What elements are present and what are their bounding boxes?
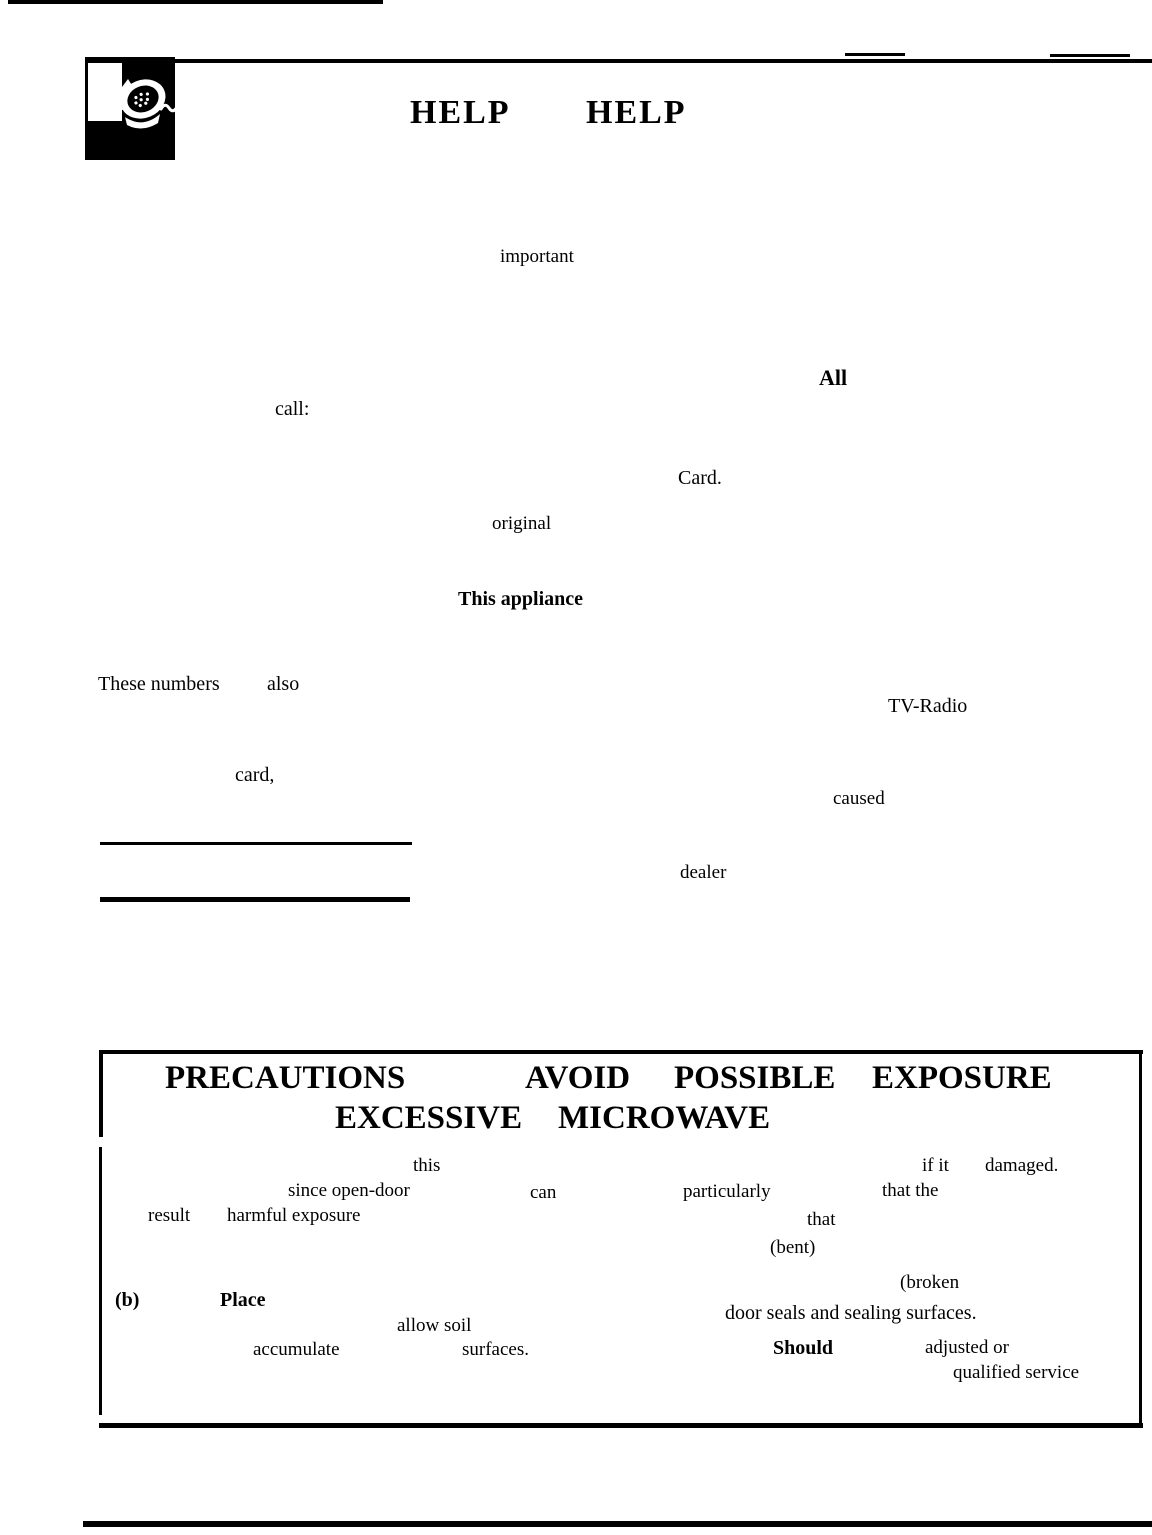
- text-fragment: accumulate: [253, 1339, 340, 1360]
- text-fragment: can: [530, 1182, 557, 1203]
- text-fragment: EXPOSURE: [872, 1060, 1052, 1096]
- text-fragment: EXCESSIVE: [335, 1100, 523, 1136]
- text-fragment: if it: [922, 1155, 949, 1176]
- text-fragment: Card.: [678, 467, 722, 489]
- bottom-page-rule: [83, 1521, 1152, 1527]
- text-fragment: qualified service: [953, 1362, 1080, 1383]
- text-fragment: MICROWAVE: [558, 1100, 771, 1136]
- precautions-box-top-border: [99, 1050, 1143, 1054]
- text-fragment: These numbers: [98, 673, 220, 695]
- page-title-help-1: HELP: [410, 94, 511, 131]
- text-fragment: TV-Radio: [888, 695, 968, 717]
- text-fragment: dealer: [680, 862, 727, 883]
- precautions-box-bottom-border: [99, 1423, 1143, 1428]
- text-fragment: door seals and sealing surfaces.: [725, 1302, 977, 1324]
- text-fragment: (broken: [900, 1272, 960, 1293]
- text-fragment: This appliance: [458, 588, 584, 610]
- text-fragment: (bent): [770, 1237, 816, 1258]
- precautions-box-left-border-upper: [99, 1054, 103, 1137]
- text-fragment: result: [148, 1205, 191, 1226]
- text-fragment: also: [267, 673, 300, 695]
- text-fragment: Should: [773, 1337, 834, 1359]
- text-fragment: POSSIBLE: [674, 1060, 836, 1096]
- telephone-handset-icon: [85, 57, 179, 160]
- text-fragment: surfaces.: [462, 1339, 529, 1360]
- text-fragment: (b): [115, 1289, 140, 1311]
- header-rule: [120, 59, 1152, 63]
- text-fragment: this: [413, 1155, 441, 1176]
- page-title-help-2: HELP: [586, 94, 687, 131]
- text-fragment: since open-door: [288, 1180, 410, 1201]
- scan-artifact: [845, 53, 905, 56]
- precautions-box-left-border-lower: [99, 1147, 102, 1415]
- text-fragment: harmful exposure: [227, 1205, 361, 1226]
- write-in-line-1: [100, 842, 412, 845]
- text-fragment: card,: [235, 764, 275, 786]
- text-fragment: that the: [882, 1180, 939, 1201]
- text-fragment: particularly: [683, 1181, 771, 1202]
- text-fragment: important: [500, 246, 574, 267]
- text-fragment: caused: [833, 788, 885, 809]
- text-fragment: AVOID: [525, 1060, 631, 1096]
- text-fragment: damaged.: [985, 1155, 1059, 1176]
- text-fragment: that: [807, 1209, 836, 1230]
- precautions-box-right-border: [1139, 1050, 1142, 1428]
- text-fragment: allow soil: [397, 1315, 472, 1336]
- text-fragment: original: [492, 513, 552, 534]
- telephone-illustration-box: [85, 57, 179, 160]
- top-left-rule: [8, 0, 383, 4]
- text-fragment: call:: [275, 398, 310, 420]
- text-fragment: PRECAUTIONS: [165, 1060, 406, 1096]
- text-fragment: All: [819, 365, 848, 390]
- scan-artifact: [1050, 54, 1130, 57]
- text-fragment: Place: [220, 1289, 266, 1311]
- text-fragment: adjusted or: [925, 1337, 1009, 1358]
- write-in-line-2: [100, 897, 410, 902]
